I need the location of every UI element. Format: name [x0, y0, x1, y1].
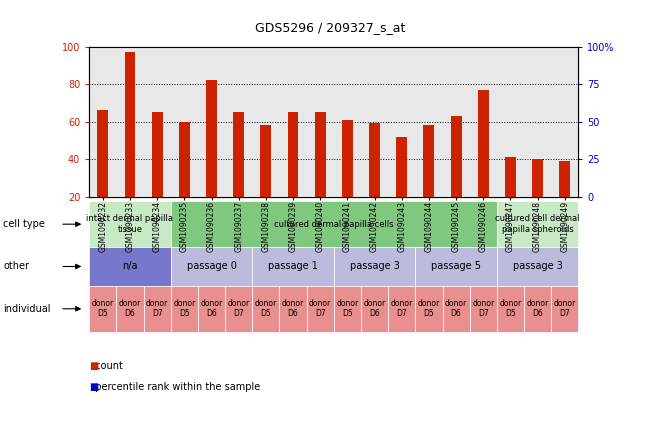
Text: n/a: n/a: [122, 261, 137, 272]
Text: donor
D7: donor D7: [472, 299, 494, 319]
Text: ■: ■: [89, 361, 98, 371]
Text: donor
D7: donor D7: [309, 299, 331, 319]
Bar: [505, 157, 516, 197]
Text: donor
D7: donor D7: [554, 299, 576, 319]
Text: donor
D7: donor D7: [391, 299, 413, 319]
Bar: [260, 125, 271, 197]
Text: passage 1: passage 1: [268, 261, 318, 272]
Bar: [424, 125, 434, 197]
Text: donor
D5: donor D5: [499, 299, 522, 319]
Text: donor
D7: donor D7: [146, 299, 169, 319]
Text: passage 5: passage 5: [431, 261, 481, 272]
Text: individual: individual: [3, 304, 51, 314]
Text: count: count: [89, 361, 123, 371]
Text: donor
D6: donor D6: [445, 299, 467, 319]
Text: donor
D5: donor D5: [336, 299, 358, 319]
Bar: [342, 120, 353, 197]
Bar: [478, 90, 488, 197]
Bar: [451, 116, 461, 197]
Bar: [97, 110, 108, 197]
Text: donor
D6: donor D6: [527, 299, 549, 319]
Bar: [124, 52, 136, 197]
Text: other: other: [3, 261, 29, 272]
Bar: [152, 112, 163, 197]
Text: donor
D6: donor D6: [119, 299, 141, 319]
Text: intact dermal papilla
tissue: intact dermal papilla tissue: [87, 214, 173, 234]
Text: GDS5296 / 209327_s_at: GDS5296 / 209327_s_at: [255, 21, 406, 34]
Bar: [233, 112, 244, 197]
Bar: [315, 112, 326, 197]
Text: passage 3: passage 3: [350, 261, 399, 272]
Text: donor
D5: donor D5: [418, 299, 440, 319]
Text: passage 0: passage 0: [186, 261, 237, 272]
Bar: [288, 112, 299, 197]
Text: donor
D5: donor D5: [173, 299, 196, 319]
Text: passage 3: passage 3: [513, 261, 563, 272]
Bar: [179, 122, 190, 197]
Text: cultured dermal papilla cells: cultured dermal papilla cells: [274, 220, 393, 229]
Text: donor
D5: donor D5: [254, 299, 277, 319]
Bar: [559, 161, 570, 197]
Text: percentile rank within the sample: percentile rank within the sample: [89, 382, 260, 392]
Bar: [369, 124, 380, 197]
Text: cell type: cell type: [3, 219, 45, 229]
Text: donor
D6: donor D6: [200, 299, 223, 319]
Text: cultured cell dermal
papilla spheroids: cultured cell dermal papilla spheroids: [495, 214, 580, 234]
Text: donor
D5: donor D5: [92, 299, 114, 319]
Bar: [206, 80, 217, 197]
Text: ■: ■: [89, 382, 98, 392]
Bar: [532, 159, 543, 197]
Text: donor
D7: donor D7: [227, 299, 250, 319]
Text: donor
D6: donor D6: [282, 299, 304, 319]
Text: donor
D6: donor D6: [364, 299, 385, 319]
Bar: [397, 137, 407, 197]
